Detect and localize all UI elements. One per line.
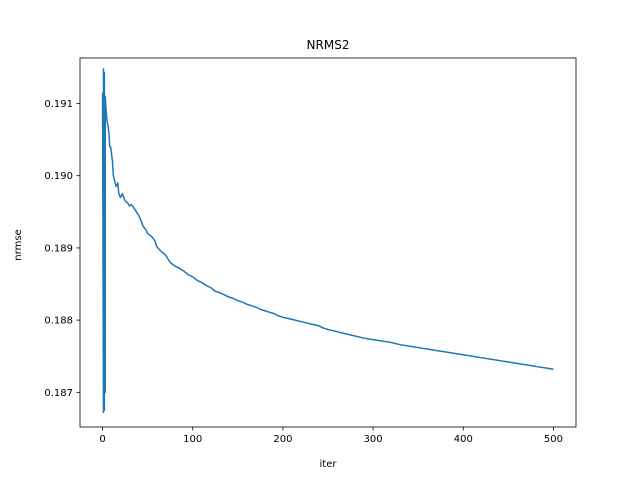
y-tick-label: 0.190 — [44, 171, 73, 182]
y-axis-label: nrmse — [13, 229, 24, 260]
x-tick-label: 400 — [454, 434, 473, 445]
x-tick-label: 500 — [544, 434, 563, 445]
y-tick-label: 0.187 — [44, 388, 73, 399]
y-axis: 0.187 0.188 0.189 0.190 0.191 — [44, 99, 80, 399]
plot-area — [79, 57, 577, 428]
x-axis: 0 100 200 300 400 500 — [99, 427, 563, 445]
series-line-0 — [101, 68, 554, 414]
y-tick-label: 0.189 — [44, 243, 73, 254]
x-tick-label: 100 — [183, 434, 202, 445]
x-tick-label: 0 — [99, 434, 105, 445]
x-tick-label: 300 — [364, 434, 383, 445]
y-tick-label: 0.191 — [44, 99, 73, 110]
plot-frame — [79, 57, 577, 428]
x-tick-label: 200 — [273, 434, 292, 445]
chart-title: NRMS2 — [307, 38, 350, 52]
y-tick-label: 0.188 — [44, 316, 73, 327]
x-axis-label: iter — [320, 459, 338, 470]
